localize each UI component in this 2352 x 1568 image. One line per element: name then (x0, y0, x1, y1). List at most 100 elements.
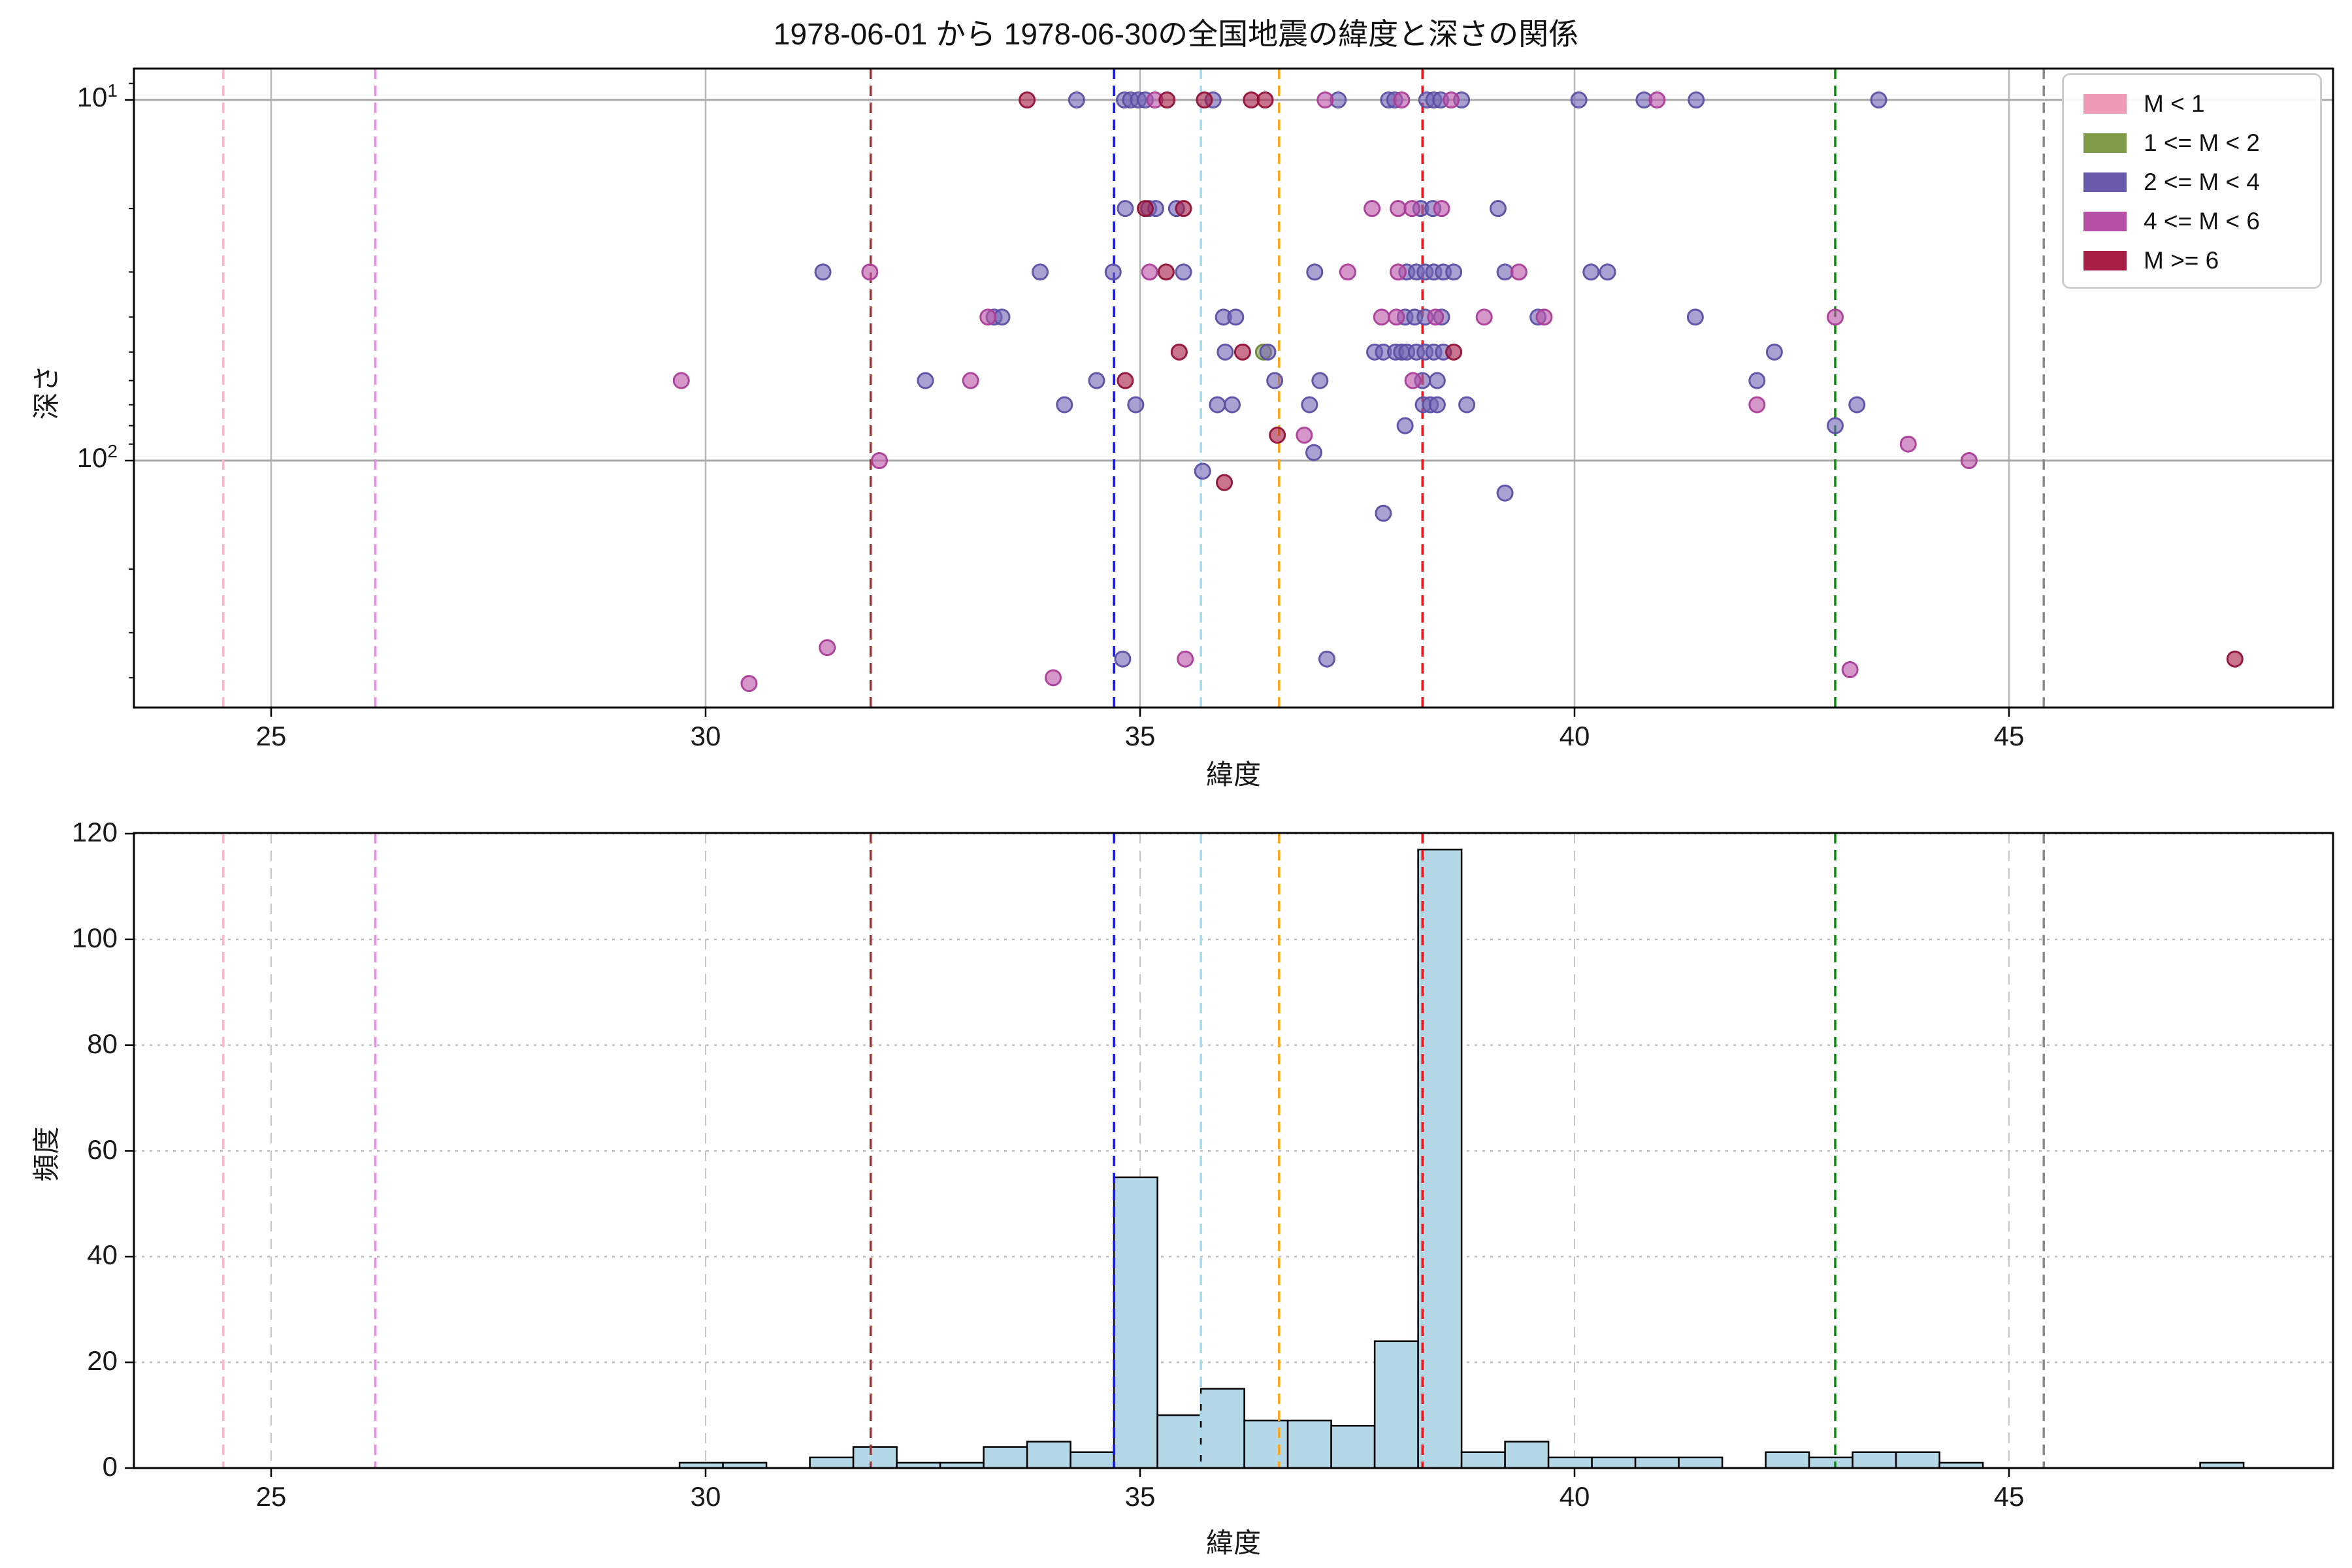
scatter-point (1848, 396, 1866, 414)
scatter-point (1748, 372, 1766, 389)
scatter-point (1765, 343, 1783, 361)
histogram-bar (983, 1446, 1028, 1469)
histogram-bar (1026, 1441, 1071, 1469)
scatter-point (1256, 91, 1274, 108)
scatter-point (1306, 263, 1324, 281)
scatter-point (1301, 396, 1318, 414)
scatter-point (1170, 343, 1188, 361)
scatter-point (1194, 463, 1211, 480)
scatter-point (917, 372, 934, 389)
scatter-point (1104, 263, 1122, 281)
scatter-point (962, 372, 979, 389)
histogram-bar (1373, 1340, 1419, 1469)
scatter-point (1373, 308, 1390, 326)
histogram-bar (1417, 849, 1463, 1469)
scatter-point (672, 372, 690, 389)
scatter-point (1510, 263, 1527, 281)
scatter-point (979, 308, 997, 326)
scatter-point (1396, 417, 1414, 434)
histogram-bar (1808, 1456, 1854, 1469)
scatter-point (861, 263, 879, 281)
histogram-bar (1460, 1451, 1506, 1469)
scatter-point (1305, 444, 1322, 461)
scatter-point (1318, 650, 1335, 668)
scatter-point (1827, 308, 1844, 326)
scatter-point (1233, 343, 1251, 361)
scatter-point (1296, 427, 1313, 444)
histogram-bar (1678, 1456, 1723, 1469)
scatter-point (1899, 435, 1917, 453)
scatter-point (1056, 396, 1073, 414)
scatter-point (1243, 91, 1260, 108)
scatter-point (1032, 263, 1049, 281)
scatter-point (1216, 474, 1233, 491)
scatter-point (740, 675, 758, 693)
scatter-point (1870, 91, 1887, 108)
histogram-bar (1504, 1441, 1550, 1469)
scatter-point (1960, 452, 1978, 469)
histogram-bar (1895, 1451, 1940, 1469)
scatter-point (1403, 200, 1421, 218)
scatter-point (1045, 669, 1062, 687)
scatter-point (1136, 200, 1154, 218)
scatter-point (1127, 396, 1145, 414)
scatter-point (1158, 91, 1176, 108)
scatter-point (1688, 91, 1705, 108)
scatter-point (1196, 91, 1213, 108)
scatter-point (1393, 91, 1411, 108)
scatter-point (1269, 427, 1286, 444)
scatter-point (1388, 308, 1405, 326)
scatter-point (1458, 396, 1476, 414)
scatter-point (1428, 396, 1446, 414)
scatter-point (1157, 263, 1175, 281)
scatter-plot-border (133, 67, 2334, 709)
scatter-point (814, 263, 832, 281)
scatter-point (871, 452, 888, 469)
scatter-point (1648, 91, 1666, 108)
scatter-point (1496, 263, 1514, 281)
scatter-point (1489, 200, 1507, 218)
histogram-bar (1070, 1451, 1115, 1469)
scatter-point (1686, 308, 1704, 326)
scatter-point (1339, 263, 1356, 281)
scatter-point (1088, 372, 1105, 389)
scatter-point (1316, 91, 1334, 108)
histogram-bar (1547, 1456, 1593, 1469)
scatter-point (1427, 308, 1445, 326)
scatter-point (1582, 263, 1600, 281)
scatter-point (1570, 91, 1588, 108)
scatter-point (1141, 263, 1158, 281)
scatter-point (1364, 200, 1381, 218)
histogram-bar (1852, 1451, 1897, 1469)
scatter-point (1117, 200, 1134, 218)
scatter-point (1445, 343, 1463, 361)
scatter-point (1433, 200, 1450, 218)
scatter-point (819, 639, 836, 657)
scatter-point (1496, 484, 1514, 502)
scatter-point (1599, 263, 1616, 281)
scatter-point (1428, 372, 1446, 389)
scatter-point (1404, 372, 1422, 389)
histogram-bar (1591, 1456, 1637, 1469)
scatter-point (1266, 372, 1284, 389)
scatter-point (1259, 343, 1277, 361)
scatter-point (1177, 650, 1194, 668)
scatter-point (1390, 263, 1407, 281)
histogram-bar (1113, 1176, 1158, 1469)
scatter-point (1475, 308, 1493, 326)
scatter-point (1445, 263, 1463, 281)
scatter-point (1443, 91, 1460, 108)
histogram-bar (1634, 1456, 1680, 1469)
scatter-point (1175, 263, 1192, 281)
histogram-bar (852, 1446, 898, 1469)
histogram-bar (1330, 1425, 1376, 1469)
histogram-bar (1156, 1414, 1202, 1469)
scatter-point (1217, 343, 1234, 361)
scatter-point (1175, 200, 1192, 218)
scatter-point (1068, 91, 1085, 108)
scatter-point (1223, 396, 1241, 414)
histogram-bar (1765, 1451, 1810, 1469)
